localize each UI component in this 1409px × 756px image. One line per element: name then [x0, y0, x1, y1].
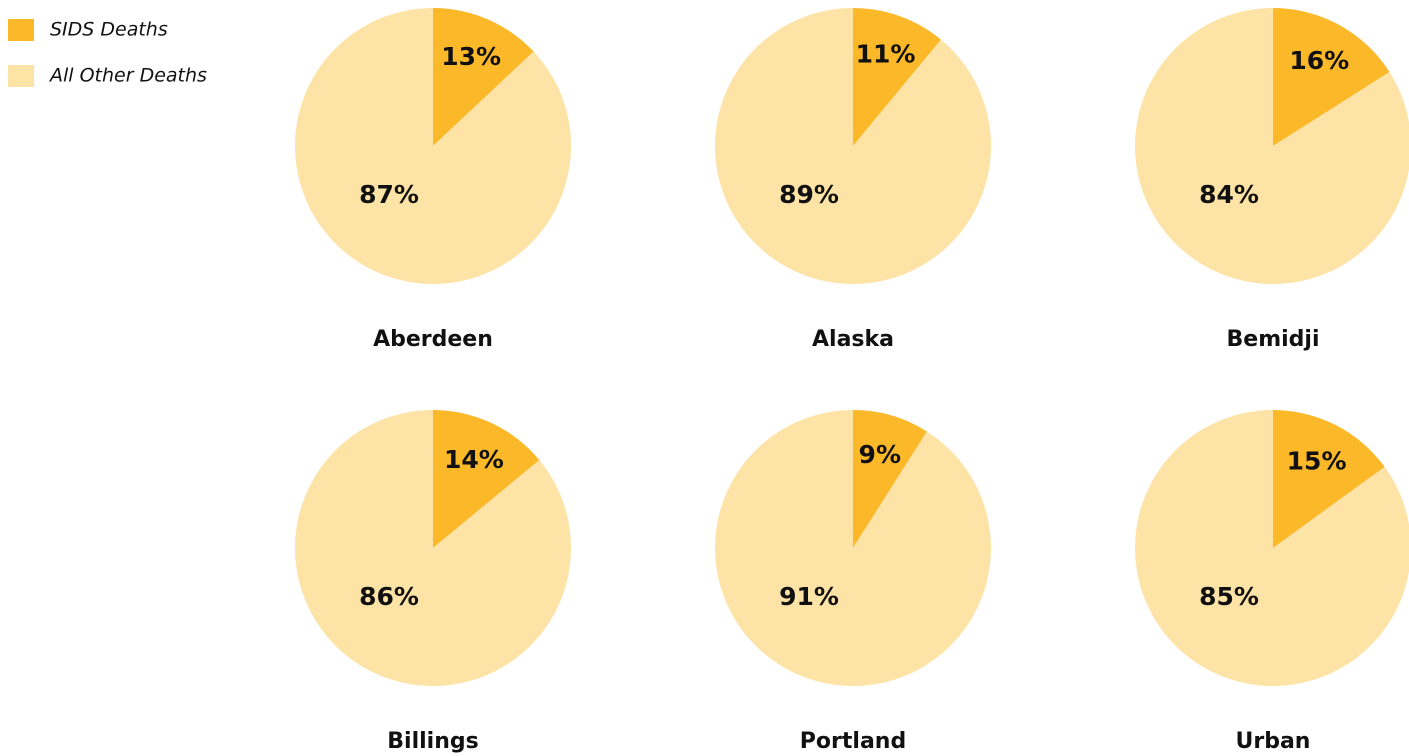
pie-title: Urban [1236, 729, 1311, 754]
slice-label: 91% [779, 582, 839, 611]
pie-slice [433, 410, 540, 548]
pie-slice [294, 410, 571, 686]
slice-label: 11% [856, 40, 916, 69]
legend-label: SIDS Deaths [50, 19, 168, 41]
slice-label: 89% [779, 180, 839, 209]
pie-slice [1273, 410, 1385, 548]
pie-title: Billings [387, 729, 478, 754]
pie-slice [433, 8, 534, 146]
legend-swatch [8, 19, 34, 41]
slice-label: 15% [1287, 446, 1347, 475]
pie-title: Bemidji [1227, 327, 1320, 352]
pie-slice [1135, 8, 1409, 284]
pie-slice [853, 410, 927, 548]
pie-slice [1273, 8, 1390, 146]
pie-slice [714, 410, 991, 686]
slice-label: 87% [359, 180, 419, 209]
pie-title: Portland [800, 729, 906, 754]
pie-title: Aberdeen [373, 327, 493, 352]
pie-slice [294, 8, 571, 284]
slice-label: 13% [441, 42, 501, 71]
pie-slice [1135, 410, 1409, 686]
pie-title: Alaska [812, 327, 894, 352]
legend-label: All Other Deaths [48, 65, 207, 87]
slice-label: 86% [359, 582, 419, 611]
slice-label: 85% [1199, 582, 1259, 611]
legend-swatch [8, 65, 34, 87]
slice-label: 16% [1289, 46, 1349, 75]
slice-label: 9% [859, 440, 901, 469]
pie-slice [853, 8, 941, 146]
pie-slice [715, 8, 992, 284]
slice-label: 84% [1199, 180, 1259, 209]
slice-label: 14% [444, 445, 504, 474]
